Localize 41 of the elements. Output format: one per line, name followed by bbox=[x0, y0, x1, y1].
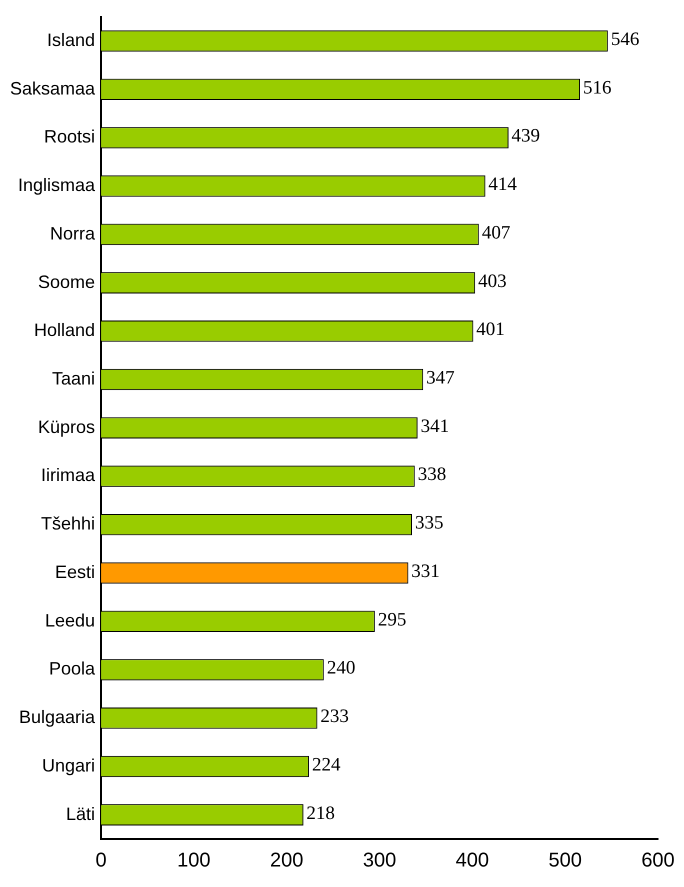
x-tick-label: 300 bbox=[362, 850, 396, 872]
y-tick-label: Bulgaaria bbox=[18, 707, 96, 728]
y-tick-label: Leedu bbox=[44, 610, 96, 630]
data-label: 224 bbox=[312, 754, 341, 776]
data-label: 218 bbox=[306, 802, 335, 824]
y-tick-label: Tšehhi bbox=[41, 514, 96, 534]
y-tick-label: Eesti bbox=[55, 562, 96, 582]
data-label: 341 bbox=[420, 416, 450, 437]
x-tick-label: 100 bbox=[177, 850, 211, 872]
y-tick-label: Soome bbox=[38, 272, 96, 292]
data-label: 295 bbox=[378, 609, 406, 630]
y-tick-label: Inglismaa bbox=[18, 175, 96, 196]
y-tick-label: Island bbox=[46, 30, 96, 50]
data-label: 347 bbox=[426, 368, 455, 389]
data-label: 338 bbox=[418, 464, 446, 486]
data-label: 403 bbox=[478, 270, 507, 292]
x-tick-label: 600 bbox=[641, 850, 675, 872]
x-tick-label: 400 bbox=[456, 850, 490, 872]
data-label: 414 bbox=[488, 174, 518, 196]
y-tick-label: Rootsi bbox=[44, 126, 96, 147]
y-tick-label: Läti bbox=[66, 804, 96, 824]
y-tick-label: Ungari bbox=[42, 755, 96, 776]
data-label: 335 bbox=[415, 512, 444, 534]
data-label: 331 bbox=[411, 560, 440, 582]
y-tick-label: Poola bbox=[48, 658, 96, 679]
data-label: 439 bbox=[512, 126, 540, 147]
y-tick-label: Iirimaa bbox=[41, 465, 96, 486]
data-label: 240 bbox=[326, 658, 356, 679]
x-tick-label: 0 bbox=[95, 850, 107, 872]
x-tick-label: 200 bbox=[270, 850, 304, 872]
y-tick-label: Saksamaa bbox=[10, 78, 96, 98]
y-tick-label: Küpros bbox=[38, 416, 96, 437]
data-label: 233 bbox=[320, 706, 349, 728]
y-tick-label: Holland bbox=[34, 320, 96, 340]
y-tick-label: Taani bbox=[52, 368, 96, 389]
data-label: 516 bbox=[583, 77, 612, 98]
data-label: 546 bbox=[610, 28, 640, 50]
data-label: 407 bbox=[482, 222, 510, 244]
x-tick-label: 500 bbox=[548, 850, 582, 872]
y-tick-label: Norra bbox=[50, 223, 96, 244]
data-label: 401 bbox=[476, 319, 505, 340]
